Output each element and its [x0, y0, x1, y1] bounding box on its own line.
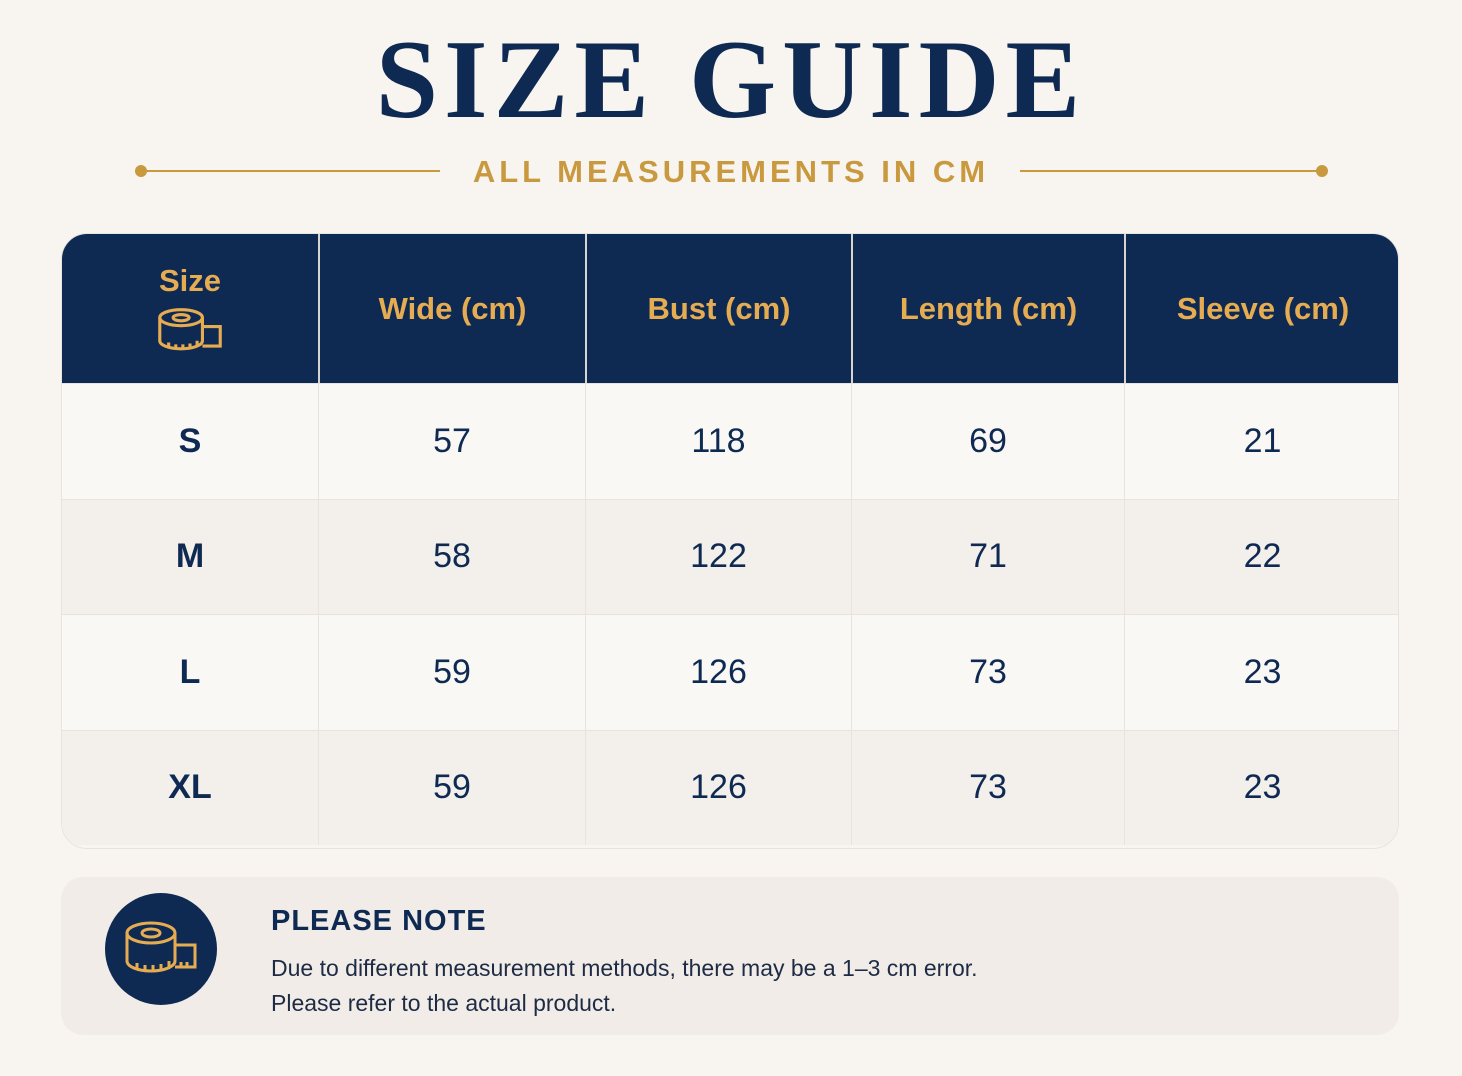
note-text: Due to different measurement methods, th…: [271, 955, 978, 981]
column-header: Sleeve (cm): [1124, 234, 1398, 383]
size-label: L: [179, 652, 201, 691]
measurement: 23: [1124, 730, 1398, 845]
header-text: Bust (cm): [647, 290, 791, 326]
measurement: 59: [318, 615, 585, 730]
divider: [140, 170, 440, 172]
note-title: PLEASE NOTE: [271, 905, 487, 937]
title: SIZE GUIDE: [375, 18, 1087, 142]
measurement: 126: [585, 615, 851, 730]
measurement: 59: [318, 730, 585, 845]
measurement: 73: [851, 730, 1124, 845]
measurement: 71: [851, 499, 1124, 614]
header-text: Wide (cm): [378, 290, 527, 326]
size-label: S: [178, 421, 202, 460]
note-icon: [105, 893, 217, 1005]
measurement: 57: [318, 384, 585, 499]
measurement: 23: [1124, 615, 1398, 730]
subtitle: ALL MEASUREMENTS IN CM: [472, 154, 990, 189]
measurement: 126: [585, 730, 851, 845]
column-header: Size: [62, 234, 318, 383]
header-text: Size: [158, 262, 222, 298]
column-header: Length (cm): [851, 234, 1124, 383]
divider-dot: [135, 165, 147, 177]
header-text: Sleeve (cm): [1176, 290, 1350, 326]
tape-icon: [158, 307, 222, 350]
divider: [1020, 170, 1322, 172]
column-header: Bust (cm): [585, 234, 851, 383]
header-text: Length (cm): [899, 290, 1078, 326]
table-row: S 57 118 69 21: [62, 383, 1398, 499]
table-row: L 59 126 73 23: [62, 614, 1398, 730]
size-label: XL: [168, 768, 212, 807]
tape-icon: [125, 921, 197, 973]
measurement: 118: [585, 384, 851, 499]
note-box: PLEASE NOTE Due to different measurement…: [61, 877, 1399, 1035]
table-row: M 58 122 71 22: [62, 498, 1398, 614]
size-table: Size Wide (cm) Bust (cm) Length (cm) Sleeve …: [61, 233, 1399, 849]
measurement: 22: [1124, 499, 1398, 614]
table-row: XL 59 126 73 23: [62, 729, 1398, 845]
measurement: 69: [851, 384, 1124, 499]
divider-dot: [1316, 165, 1328, 177]
measurement: 122: [585, 499, 851, 614]
note-text: Please refer to the actual product.: [271, 990, 617, 1016]
size-label: M: [175, 537, 205, 576]
header-row: Size Wide (cm) Bust (cm) Length (cm) Sleeve …: [62, 234, 1398, 383]
column-header: Wide (cm): [318, 234, 585, 383]
measurement: 21: [1124, 384, 1398, 499]
measurement: 58: [318, 499, 585, 614]
measurement: 73: [851, 615, 1124, 730]
